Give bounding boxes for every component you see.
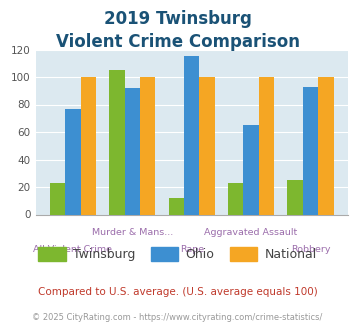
Bar [169, 198, 184, 214]
Bar [259, 77, 274, 214]
Text: Robbery: Robbery [291, 245, 330, 254]
Legend: Twinsburg, Ohio, National: Twinsburg, Ohio, National [33, 242, 322, 266]
Bar [140, 77, 155, 214]
Bar [200, 77, 215, 214]
Bar [287, 180, 303, 214]
Bar [109, 70, 125, 214]
Bar [303, 86, 318, 214]
Text: All Violent Crime: All Violent Crime [33, 245, 113, 254]
Bar [50, 183, 65, 214]
Bar [65, 109, 81, 214]
Text: Violent Crime Comparison: Violent Crime Comparison [55, 33, 300, 51]
Bar [184, 56, 200, 214]
Bar [81, 77, 96, 214]
Bar [125, 88, 140, 214]
Text: Compared to U.S. average. (U.S. average equals 100): Compared to U.S. average. (U.S. average … [38, 287, 317, 297]
Text: 2019 Twinsburg: 2019 Twinsburg [104, 10, 251, 28]
Bar [318, 77, 334, 214]
Text: © 2025 CityRating.com - https://www.cityrating.com/crime-statistics/: © 2025 CityRating.com - https://www.city… [32, 314, 323, 322]
Text: Aggravated Assault: Aggravated Assault [204, 228, 298, 237]
Bar [244, 125, 259, 214]
Text: Murder & Mans...: Murder & Mans... [92, 228, 173, 237]
Text: Rape: Rape [180, 245, 204, 254]
Bar [228, 183, 244, 214]
